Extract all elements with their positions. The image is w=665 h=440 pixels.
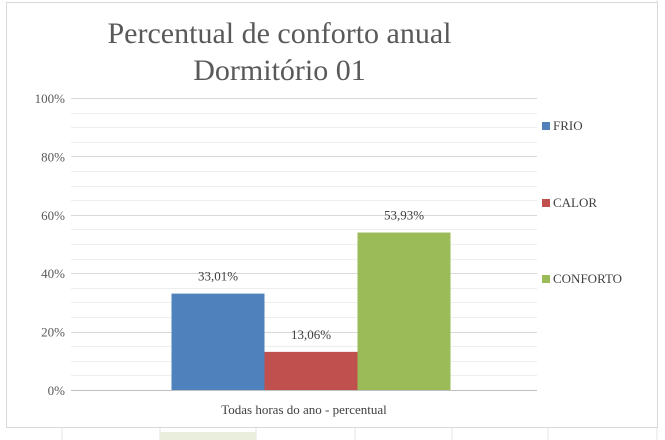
chart-title-line-2: Dormitório 01 bbox=[193, 54, 366, 87]
data-label-frio: 33,01% bbox=[198, 269, 238, 284]
bar-conforto[interactable] bbox=[357, 232, 451, 390]
y-tick-label: 40% bbox=[41, 266, 65, 281]
y-tick-label: 100% bbox=[35, 91, 66, 106]
y-tick-label: 80% bbox=[41, 149, 65, 164]
y-tick-label: 20% bbox=[41, 325, 65, 340]
legend-label-frio: FRIO bbox=[553, 118, 583, 133]
chart-title-line-1: Percentual de conforto anual bbox=[107, 17, 452, 50]
plot-area: 0% 20% 40% 60% 80% 100% 33,01% 13,06% 53,93% Toda… bbox=[35, 91, 622, 417]
legend-label-calor: CALOR bbox=[553, 195, 597, 210]
x-category-label: Todas horas do ano - percentual bbox=[221, 402, 387, 417]
legend-swatch-frio bbox=[542, 122, 550, 130]
bar-calor[interactable] bbox=[264, 351, 358, 390]
y-tick-label: 0% bbox=[48, 383, 66, 398]
data-label-conforto: 53,93% bbox=[384, 208, 424, 223]
y-tick-label: 60% bbox=[41, 208, 65, 223]
legend-label-conforto: CONFORTO bbox=[553, 271, 622, 286]
legend-swatch-calor bbox=[542, 199, 550, 207]
chart-area[interactable]: Percentual de conforto anual Dormitório … bbox=[6, 2, 658, 428]
bar-frio[interactable] bbox=[171, 293, 265, 390]
legend-swatch-conforto bbox=[542, 275, 550, 283]
data-label-calor: 13,06% bbox=[291, 327, 331, 342]
